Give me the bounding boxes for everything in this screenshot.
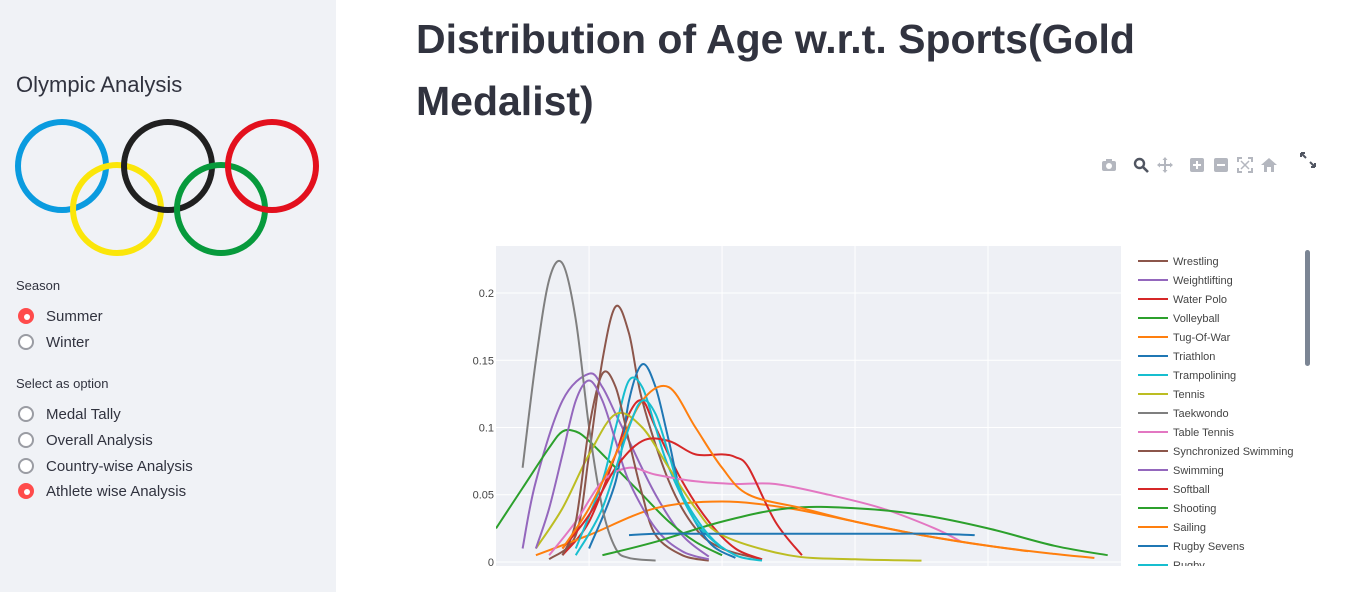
y-tick-label: 0 xyxy=(488,557,494,569)
legend-item[interactable]: Trampolining xyxy=(1138,370,1236,382)
legend-label: Synchronized Swimming xyxy=(1173,446,1293,458)
legend-item[interactable]: Taekwondo xyxy=(1138,408,1229,420)
legend-label: Triathlon xyxy=(1173,351,1215,363)
legend-item[interactable]: Tennis xyxy=(1138,389,1205,401)
reset-axes-icon[interactable] xyxy=(1260,156,1278,174)
blue-ring xyxy=(15,119,109,213)
series-line-volleyball[interactable] xyxy=(496,428,723,557)
radio-label: Athlete wise Analysis xyxy=(46,482,187,500)
y-tick-label: 0.05 xyxy=(473,490,494,502)
option-label: Select as option xyxy=(16,376,109,391)
olympic-rings-image xyxy=(15,119,319,256)
legend-item[interactable]: Rugby xyxy=(1138,560,1205,570)
legend-label: Water Polo xyxy=(1173,294,1227,306)
legend-item[interactable]: Synchronized Swimming xyxy=(1138,446,1293,458)
legend-label: Sailing xyxy=(1173,522,1206,534)
legend-item[interactable]: Swimming xyxy=(1138,465,1224,477)
age-distribution-chart: 00.050.10.150.2 20304050 WrestlingWeight… xyxy=(473,246,1310,570)
radio-label: Medal Tally xyxy=(46,405,121,423)
legend-label: Tug-Of-War xyxy=(1173,332,1231,344)
series-line-taekwondo[interactable] xyxy=(521,259,656,562)
radio-label: Country-wise Analysis xyxy=(46,457,193,475)
legend-item[interactable]: Wrestling xyxy=(1138,256,1219,268)
series-line-softball[interactable] xyxy=(561,437,803,556)
autoscale-icon[interactable] xyxy=(1236,156,1254,174)
series-line-rugby-sevens[interactable] xyxy=(628,532,975,537)
legend-item[interactable]: Shooting xyxy=(1138,503,1216,515)
radio-button-checked[interactable] xyxy=(18,308,34,324)
radio-button[interactable] xyxy=(18,334,34,350)
series-line-rugby[interactable] xyxy=(574,399,763,562)
legend-item[interactable]: Weightlifting xyxy=(1138,275,1233,287)
radio-winter[interactable]: Winter xyxy=(18,331,89,353)
radio-button-checked[interactable] xyxy=(18,483,34,499)
legend-label: Volleyball xyxy=(1173,313,1219,325)
sidebar-title: Olympic Analysis xyxy=(16,72,183,97)
green-ring xyxy=(174,162,268,256)
radio-label: Winter xyxy=(46,333,90,351)
radio-button[interactable] xyxy=(18,406,34,422)
plot-area xyxy=(496,246,1121,566)
legend-item[interactable]: Volleyball xyxy=(1138,313,1219,325)
sidebar: Olympic Analysis Season Summer Winter Se… xyxy=(0,0,336,592)
series-line-sailing[interactable] xyxy=(561,384,1029,553)
radio-athlete-wise-analysis[interactable]: Athlete wise Analysis xyxy=(18,480,186,502)
series-line-synchronized-swimming[interactable] xyxy=(561,370,709,562)
radio-label: Summer xyxy=(46,307,103,325)
legend-label: Softball xyxy=(1173,484,1210,496)
radio-country-wise-analysis[interactable]: Country-wise Analysis xyxy=(18,455,193,477)
zoom-in-icon[interactable] xyxy=(1188,156,1206,174)
radio-button[interactable] xyxy=(18,458,34,474)
series-line-trampolining[interactable] xyxy=(574,376,723,550)
legend-label: Shooting xyxy=(1173,503,1216,515)
y-tick-label: 0.2 xyxy=(479,288,494,300)
legend-label: Wrestling xyxy=(1173,256,1219,268)
legend-item[interactable]: Triathlon xyxy=(1138,351,1215,363)
season-label: Season xyxy=(16,278,61,293)
legend-scrollbar[interactable] xyxy=(1305,250,1310,366)
legend-item[interactable]: Rugby Sevens xyxy=(1138,541,1245,553)
y-tick-label: 0.1 xyxy=(479,423,494,435)
legend-item[interactable]: Softball xyxy=(1138,484,1210,496)
pan-icon[interactable] xyxy=(1156,156,1174,174)
legend-label: Weightlifting xyxy=(1173,275,1233,287)
zoom-icon[interactable] xyxy=(1132,156,1150,174)
legend-label: Tennis xyxy=(1173,389,1205,401)
radio-button[interactable] xyxy=(18,432,34,448)
page-title: Distribution of Age w.r.t. Sports(Gold M… xyxy=(416,16,1135,124)
y-tick-label: 0.15 xyxy=(473,355,494,367)
zoom-out-icon[interactable] xyxy=(1212,156,1230,174)
camera-icon[interactable] xyxy=(1100,156,1118,174)
legend-item[interactable]: Table Tennis xyxy=(1138,427,1234,439)
legend-label: Taekwondo xyxy=(1173,408,1229,420)
legend-label: Swimming xyxy=(1173,465,1224,477)
legend-label: Table Tennis xyxy=(1173,427,1234,439)
fullscreen-icon[interactable] xyxy=(1298,150,1318,170)
legend-label: Trampolining xyxy=(1173,370,1236,382)
series-line-weightlifting[interactable] xyxy=(521,372,710,558)
radio-overall-analysis[interactable]: Overall Analysis xyxy=(18,429,153,451)
black-ring xyxy=(121,119,215,213)
red-ring xyxy=(225,119,319,213)
legend-label: Rugby Sevens xyxy=(1173,541,1245,553)
radio-label: Overall Analysis xyxy=(46,431,153,449)
radio-medal-tally[interactable]: Medal Tally xyxy=(18,403,121,425)
series-line-swimming[interactable] xyxy=(534,379,710,561)
legend-item[interactable]: Tug-Of-War xyxy=(1138,332,1231,344)
radio-summer[interactable]: Summer xyxy=(18,305,103,327)
legend-item[interactable]: Water Polo xyxy=(1138,294,1227,306)
legend-label: Rugby xyxy=(1173,560,1205,570)
yellow-ring xyxy=(70,162,164,256)
legend-item[interactable]: Sailing xyxy=(1138,522,1206,534)
